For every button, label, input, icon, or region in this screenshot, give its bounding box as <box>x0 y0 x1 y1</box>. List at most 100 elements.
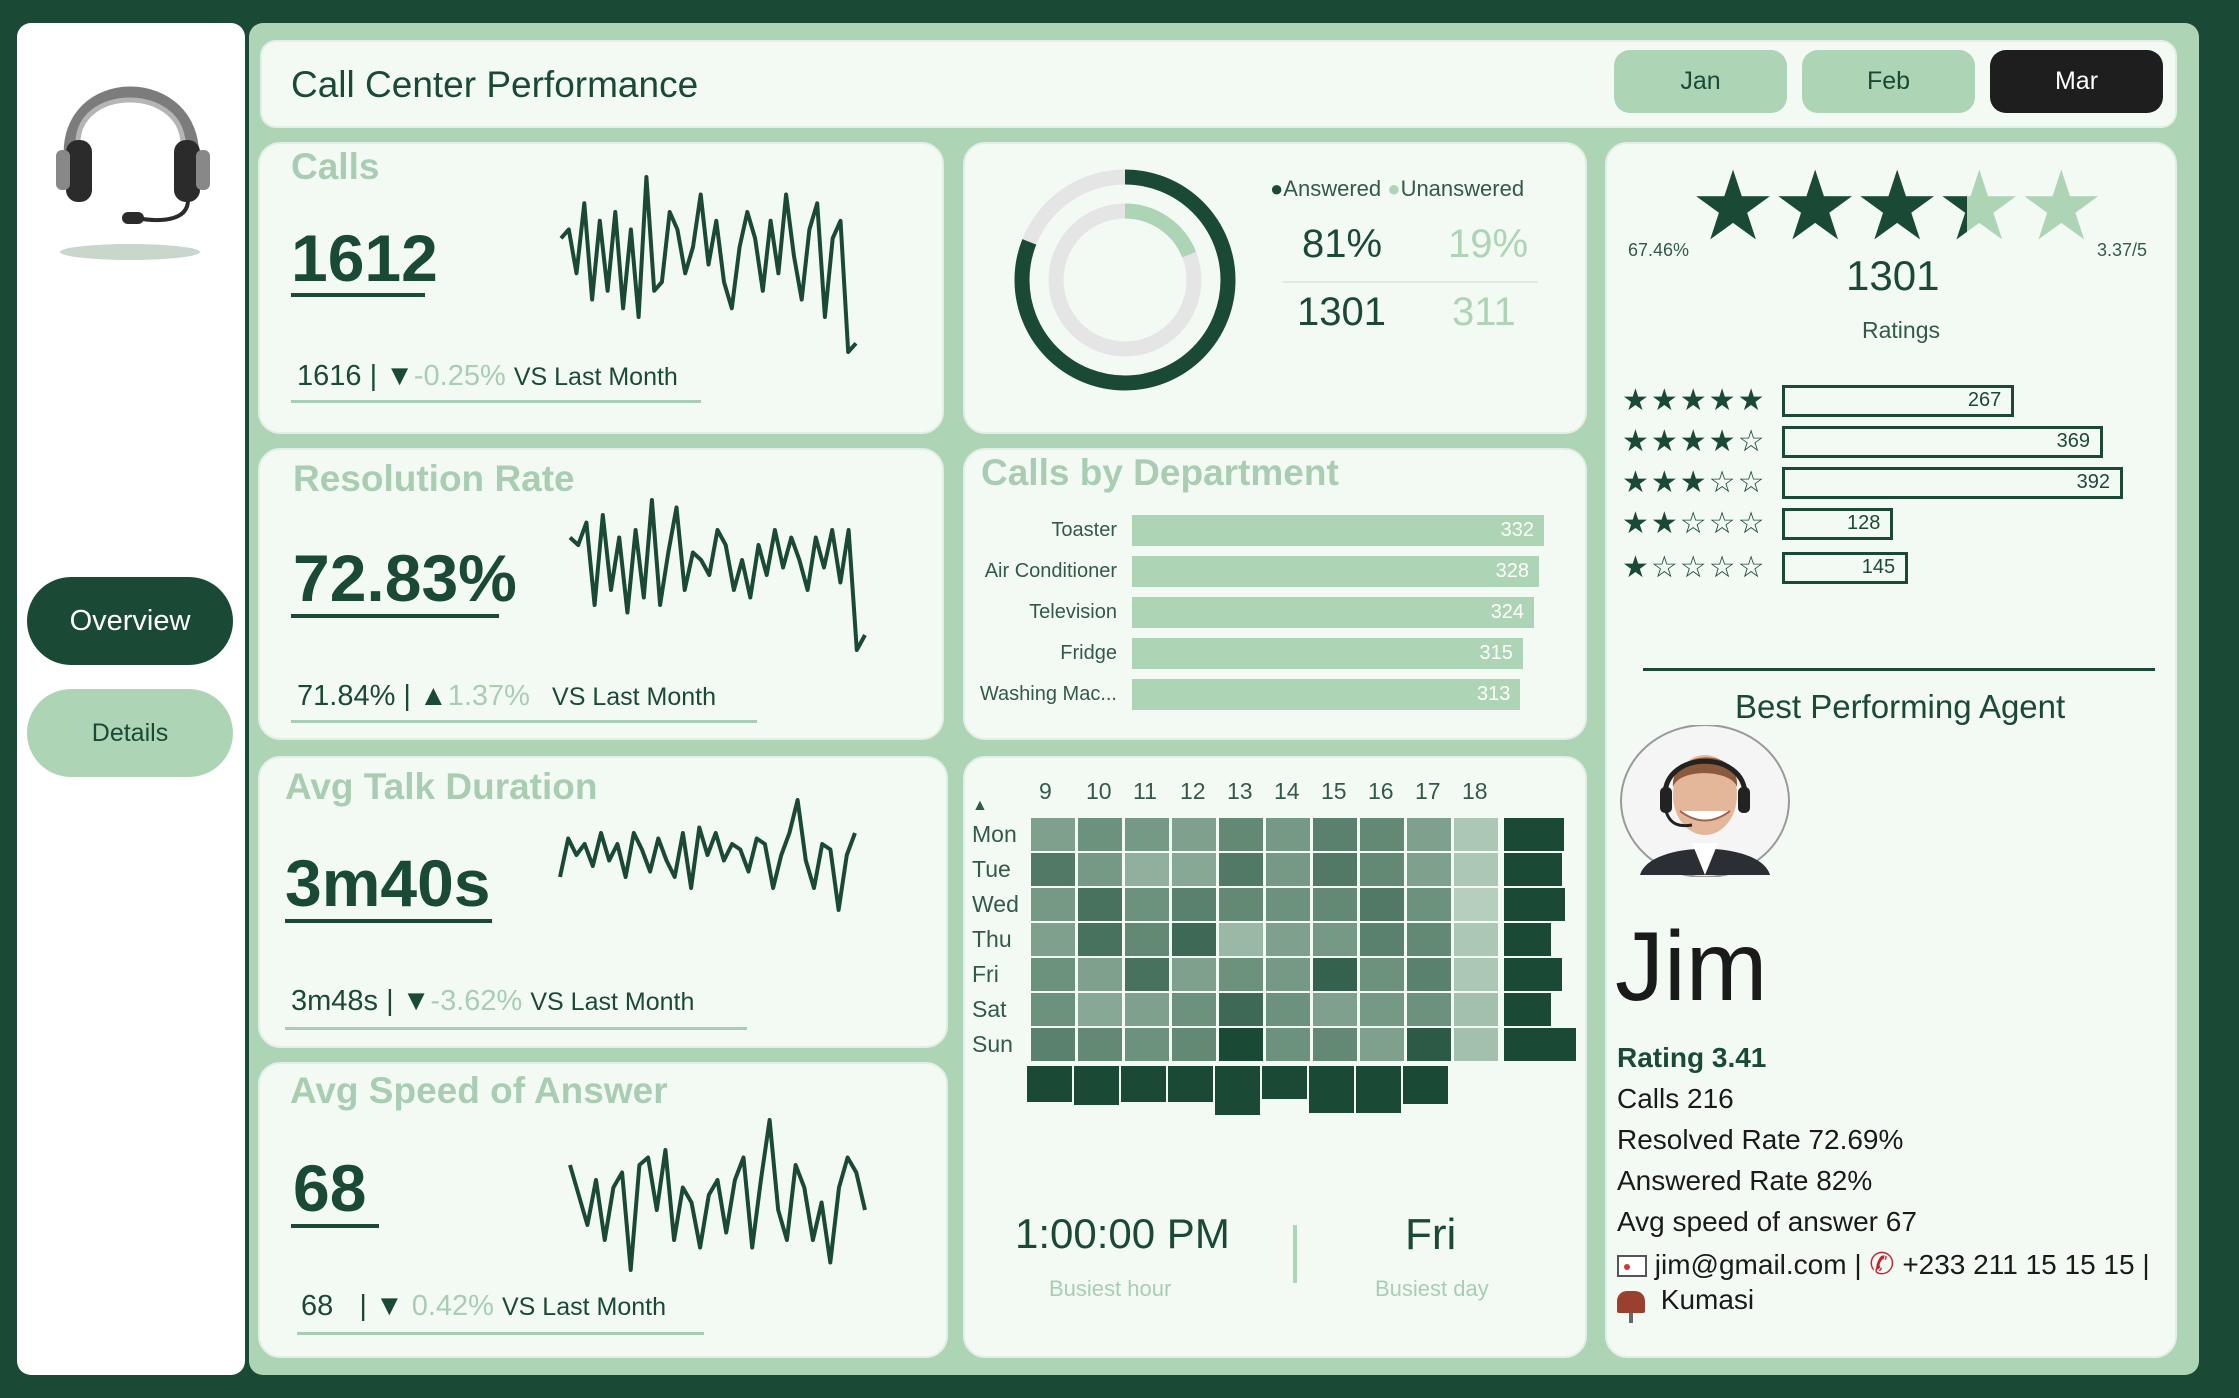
heatmap-cell[interactable] <box>1407 818 1451 851</box>
heatmap-cell[interactable] <box>1454 993 1498 1026</box>
heatmap-cell[interactable] <box>1219 1028 1263 1061</box>
heatmap-cell[interactable] <box>1313 888 1357 921</box>
heatmap-cell[interactable] <box>1266 1028 1310 1061</box>
heatmap-cell[interactable] <box>1219 958 1263 991</box>
rating-row-bar[interactable]: 128 <box>1782 508 1894 540</box>
heatmap-cell[interactable] <box>1454 888 1498 921</box>
department-bar[interactable]: 332 <box>1132 515 1544 546</box>
heatmap-cell[interactable] <box>1031 853 1075 886</box>
heatmap-cell[interactable] <box>1031 993 1075 1026</box>
heatmap-cell[interactable] <box>1454 1028 1498 1061</box>
month-button-mar[interactable]: Mar <box>1990 50 2163 113</box>
heatmap-cell[interactable] <box>1219 923 1263 956</box>
heatmap-cell[interactable] <box>1454 923 1498 956</box>
heatmap-cell[interactable] <box>1078 888 1122 921</box>
heatmap-cell[interactable] <box>1172 958 1216 991</box>
heatmap-cell[interactable] <box>1313 993 1357 1026</box>
heatmap-cell[interactable] <box>1407 888 1451 921</box>
heatmap-cell[interactable] <box>1313 853 1357 886</box>
heatmap-cell[interactable] <box>1454 958 1498 991</box>
heatmap-cell[interactable] <box>1313 923 1357 956</box>
speed-comparison: 68 | ▼ 0.42% VS Last Month <box>301 1290 666 1323</box>
heatmap-cell[interactable] <box>1031 958 1075 991</box>
heatmap-cell[interactable] <box>1125 818 1169 851</box>
heatmap-cell[interactable] <box>1031 888 1075 921</box>
rating-row-bar[interactable]: 392 <box>1782 467 2123 499</box>
month-button-jan[interactable]: Jan <box>1614 50 1787 113</box>
heatmap-cell[interactable] <box>1360 853 1404 886</box>
unanswered-arc <box>1048 203 1202 357</box>
heatmap-hour-label: 14 <box>1274 778 1300 804</box>
heatmap-cell[interactable] <box>1407 958 1451 991</box>
heatmap-cell[interactable] <box>1407 923 1451 956</box>
department-bar[interactable]: 313 <box>1132 679 1521 710</box>
heatmap-cell[interactable] <box>1313 1028 1357 1061</box>
heatmap-cell[interactable] <box>1172 818 1216 851</box>
heatmap-cell[interactable] <box>1219 853 1263 886</box>
rating-row-bar[interactable]: 267 <box>1782 385 2015 417</box>
heatmap-cell[interactable] <box>1031 923 1075 956</box>
heatmap-cell[interactable] <box>1407 993 1451 1026</box>
heatmap-cell[interactable] <box>1266 958 1310 991</box>
heatmap-cell[interactable] <box>1078 853 1122 886</box>
heatmap-cell[interactable] <box>1125 853 1169 886</box>
heatmap-cell[interactable] <box>1219 993 1263 1026</box>
heatmap-cell[interactable] <box>1125 993 1169 1026</box>
heatmap-cell[interactable] <box>1078 1028 1122 1061</box>
department-bar-value: 332 <box>1500 519 1534 541</box>
heatmap-cell[interactable] <box>1031 1028 1075 1061</box>
heatmap-cell[interactable] <box>1172 993 1216 1026</box>
rating-row-bar[interactable]: 145 <box>1782 552 1909 584</box>
heatmap-cell[interactable] <box>1454 853 1498 886</box>
heatmap-cell[interactable] <box>1219 888 1263 921</box>
heatmap-cell[interactable] <box>1360 993 1404 1026</box>
heatmap-cell[interactable] <box>1078 818 1122 851</box>
month-button-feb[interactable]: Feb <box>1802 50 1975 113</box>
delta-up-icon: ▲ <box>419 680 448 712</box>
heatmap-cell[interactable] <box>1078 993 1122 1026</box>
mailbox-icon <box>1617 1291 1645 1323</box>
department-bar[interactable]: 328 <box>1132 556 1540 587</box>
heatmap-cell[interactable] <box>1360 958 1404 991</box>
heatmap-cell[interactable] <box>1172 923 1216 956</box>
heatmap-cell[interactable] <box>1125 958 1169 991</box>
heatmap-cell[interactable] <box>1266 993 1310 1026</box>
heatmap-cell[interactable] <box>1172 853 1216 886</box>
department-bar[interactable]: 324 <box>1132 597 1535 628</box>
heatmap-cell[interactable] <box>1172 888 1216 921</box>
rating-row-bar[interactable]: 369 <box>1782 426 2103 458</box>
details-nav-button[interactable]: Details <box>27 689 233 777</box>
heatmap-cell[interactable] <box>1125 888 1169 921</box>
heatmap-cell[interactable] <box>1172 1028 1216 1061</box>
heatmap-cell[interactable] <box>1266 853 1310 886</box>
heatmap-chart: 9 10 11 12 13 14 15 16 17 18 Mon Tue Wed Thu Fri Sat Sun <box>963 770 1587 1130</box>
agent-phone[interactable]: +233 211 15 15 15 | <box>1902 1249 2150 1280</box>
heatmap-cell[interactable] <box>1078 923 1122 956</box>
heatmap-cell[interactable] <box>1360 1028 1404 1061</box>
heatmap-cell[interactable] <box>1078 958 1122 991</box>
heatmap-cell[interactable] <box>1360 818 1404 851</box>
department-bar[interactable]: 315 <box>1132 638 1523 669</box>
overview-nav-button[interactable]: Overview <box>27 577 233 665</box>
speed-value-underline <box>291 1224 379 1228</box>
heatmap-cell[interactable] <box>1454 818 1498 851</box>
heatmap-cell[interactable] <box>1407 1028 1451 1061</box>
agent-email[interactable]: jim@gmail.com | <box>1654 1249 1862 1280</box>
rating-distribution: ★★★★★ 267 ★★★★☆ 369 ★★★☆☆ 392 ★★☆☆☆ 128 ★☆☆☆☆ 145 <box>1620 384 2140 595</box>
heatmap-cell[interactable] <box>1313 958 1357 991</box>
speed-trend-line <box>568 1118 867 1272</box>
heatmap-cell[interactable] <box>1219 818 1263 851</box>
heatmap-cell[interactable] <box>1407 853 1451 886</box>
heatmap-cell[interactable] <box>1313 818 1357 851</box>
agent-answered-rate: Answered Rate 82% <box>1617 1165 1873 1196</box>
heatmap-cell[interactable] <box>1360 888 1404 921</box>
heatmap-cell[interactable] <box>1125 1028 1169 1061</box>
heatmap-cell[interactable] <box>1266 923 1310 956</box>
heatmap-cell[interactable] <box>1125 923 1169 956</box>
heatmap-cell[interactable] <box>1266 888 1310 921</box>
heatmap-cell[interactable] <box>1360 923 1404 956</box>
resolution-trend-line <box>568 498 867 652</box>
heatmap-cell[interactable] <box>1266 818 1310 851</box>
sort-triangle-icon[interactable]: ▲ <box>972 797 988 814</box>
heatmap-cell[interactable] <box>1031 818 1075 851</box>
